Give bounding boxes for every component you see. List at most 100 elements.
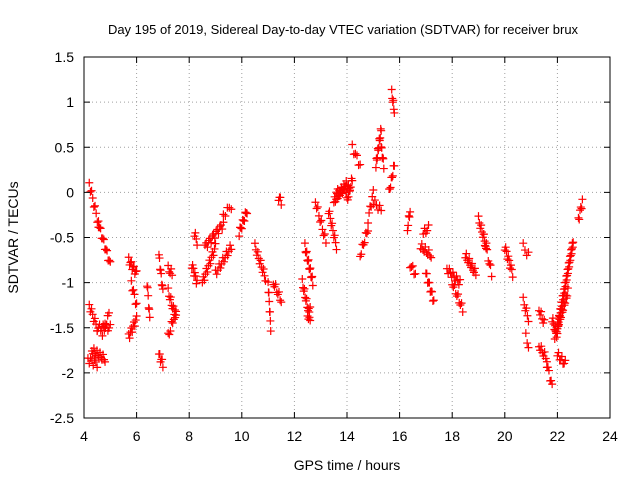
data-point xyxy=(452,292,461,301)
data-point xyxy=(377,206,386,215)
data-point xyxy=(218,225,227,234)
data-point xyxy=(316,218,325,227)
data-point xyxy=(406,207,415,216)
data-point xyxy=(313,202,322,211)
data-point xyxy=(124,253,133,262)
data-point xyxy=(219,218,228,227)
data-point xyxy=(129,262,138,271)
data-point xyxy=(158,285,167,294)
data-point xyxy=(317,216,326,225)
data-point xyxy=(129,317,138,326)
data-point xyxy=(252,251,261,260)
data-point xyxy=(226,241,235,250)
data-point xyxy=(351,149,360,158)
data-point xyxy=(302,248,311,257)
data-point xyxy=(477,221,486,230)
data-point xyxy=(254,254,263,263)
x-tick-label: 4 xyxy=(80,428,88,444)
data-point xyxy=(405,213,414,222)
data-point xyxy=(130,322,139,331)
data-point xyxy=(521,329,530,338)
y-axis-label: SDTVAR / TECUs xyxy=(5,181,21,293)
data-point xyxy=(547,376,556,385)
data-point xyxy=(314,211,323,220)
data-point xyxy=(371,163,380,172)
data-point xyxy=(576,203,585,212)
data-point xyxy=(318,225,327,234)
data-point xyxy=(219,257,228,266)
data-point xyxy=(104,308,113,317)
data-point xyxy=(170,305,179,314)
data-point xyxy=(558,308,567,317)
data-point xyxy=(334,190,343,199)
data-point xyxy=(304,315,313,324)
data-point xyxy=(101,319,110,328)
data-point xyxy=(550,334,559,343)
x-tick-label: 24 xyxy=(602,428,618,444)
x-tick-label: 20 xyxy=(497,428,513,444)
data-point xyxy=(155,254,164,263)
data-point xyxy=(101,357,110,366)
data-point xyxy=(191,228,200,237)
data-point xyxy=(320,229,329,238)
data-point xyxy=(144,291,153,300)
data-point xyxy=(524,343,533,352)
y-tick-label: 1.5 xyxy=(55,49,75,65)
data-point xyxy=(408,261,417,270)
data-point xyxy=(539,319,548,328)
data-point xyxy=(253,247,262,256)
data-point xyxy=(468,259,477,268)
data-point xyxy=(456,275,465,284)
x-tick-label: 10 xyxy=(234,428,250,444)
data-point xyxy=(364,226,373,235)
data-point xyxy=(325,207,334,216)
data-point xyxy=(348,140,357,149)
data-point xyxy=(266,316,275,325)
data-point xyxy=(388,171,397,180)
data-point xyxy=(563,284,572,293)
data-point xyxy=(98,331,107,340)
data-point xyxy=(311,198,320,207)
data-point xyxy=(209,251,218,260)
data-point xyxy=(227,205,236,214)
data-point xyxy=(390,161,399,170)
data-point xyxy=(544,366,553,375)
data-point xyxy=(504,252,513,261)
data-point xyxy=(101,245,110,254)
data-point xyxy=(98,234,107,243)
data-point xyxy=(300,284,309,293)
data-point xyxy=(369,186,378,195)
data-point xyxy=(90,314,99,323)
data-point xyxy=(331,238,340,247)
data-point xyxy=(422,269,431,278)
data-point xyxy=(548,314,557,323)
data-point xyxy=(520,246,529,255)
data-point xyxy=(164,284,173,293)
data-point xyxy=(158,363,167,372)
data-point xyxy=(424,220,433,229)
data-point xyxy=(577,204,586,213)
data-point xyxy=(93,363,102,372)
data-point xyxy=(105,256,114,265)
data-point xyxy=(479,230,488,239)
data-point xyxy=(132,299,141,308)
data-point xyxy=(534,306,543,315)
data-point xyxy=(168,271,177,280)
data-point xyxy=(330,231,339,240)
data-point xyxy=(485,259,494,268)
data-point xyxy=(379,154,388,163)
data-point xyxy=(522,304,531,313)
grid-lines xyxy=(84,57,610,418)
data-point xyxy=(93,218,102,227)
data-point xyxy=(216,264,225,273)
data-point xyxy=(524,248,533,257)
data-point xyxy=(265,297,274,306)
data-point xyxy=(128,286,137,295)
data-point xyxy=(190,268,199,277)
data-point xyxy=(236,223,245,232)
data-point xyxy=(127,257,136,266)
data-point xyxy=(167,264,176,273)
data-point xyxy=(302,294,311,303)
data-point xyxy=(165,292,174,301)
data-point xyxy=(569,238,578,247)
